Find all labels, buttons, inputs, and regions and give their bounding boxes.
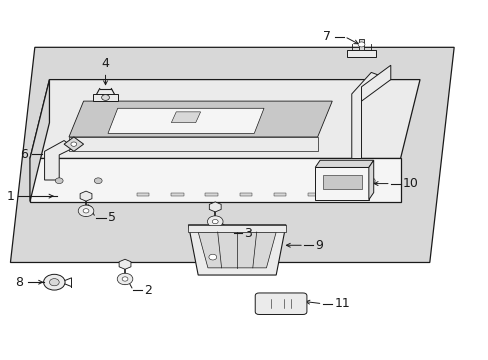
Polygon shape xyxy=(361,65,390,101)
Polygon shape xyxy=(69,137,317,151)
Text: 9: 9 xyxy=(315,239,323,252)
Text: 3: 3 xyxy=(244,226,252,239)
Text: 10: 10 xyxy=(402,177,418,190)
Polygon shape xyxy=(64,137,83,151)
Circle shape xyxy=(43,274,65,290)
Polygon shape xyxy=(358,39,363,50)
Polygon shape xyxy=(30,80,49,202)
Polygon shape xyxy=(322,175,361,189)
Circle shape xyxy=(366,178,374,184)
Polygon shape xyxy=(315,167,368,200)
Polygon shape xyxy=(351,72,380,158)
Polygon shape xyxy=(273,193,285,196)
Circle shape xyxy=(94,178,102,184)
Polygon shape xyxy=(198,232,276,268)
Polygon shape xyxy=(346,50,375,57)
Polygon shape xyxy=(171,112,200,123)
Polygon shape xyxy=(188,225,285,275)
Circle shape xyxy=(71,142,77,146)
Polygon shape xyxy=(137,193,149,196)
Polygon shape xyxy=(315,160,373,167)
Polygon shape xyxy=(188,225,285,232)
Polygon shape xyxy=(44,140,74,180)
Polygon shape xyxy=(205,193,217,196)
Polygon shape xyxy=(368,160,373,200)
Text: 7: 7 xyxy=(322,30,330,43)
Polygon shape xyxy=(30,158,400,202)
Polygon shape xyxy=(69,101,331,137)
Circle shape xyxy=(117,273,133,285)
Text: 5: 5 xyxy=(108,211,116,224)
Text: 4: 4 xyxy=(102,57,109,70)
Circle shape xyxy=(207,216,223,227)
Circle shape xyxy=(83,209,89,213)
Text: 8: 8 xyxy=(15,276,23,289)
Circle shape xyxy=(212,220,218,224)
Circle shape xyxy=(102,95,109,100)
Polygon shape xyxy=(307,193,320,196)
Circle shape xyxy=(78,205,94,217)
Circle shape xyxy=(55,178,63,184)
Circle shape xyxy=(208,254,216,260)
FancyBboxPatch shape xyxy=(255,293,306,315)
Polygon shape xyxy=(108,108,264,134)
Polygon shape xyxy=(10,47,453,262)
Circle shape xyxy=(49,279,59,286)
Text: 1: 1 xyxy=(6,190,14,203)
Text: 2: 2 xyxy=(144,284,152,297)
Text: 11: 11 xyxy=(334,297,350,310)
Circle shape xyxy=(357,42,364,47)
Polygon shape xyxy=(239,193,251,196)
Polygon shape xyxy=(171,193,183,196)
Polygon shape xyxy=(341,193,353,196)
Polygon shape xyxy=(30,80,419,158)
Polygon shape xyxy=(93,94,118,101)
Text: 6: 6 xyxy=(20,148,28,161)
Circle shape xyxy=(122,277,128,281)
